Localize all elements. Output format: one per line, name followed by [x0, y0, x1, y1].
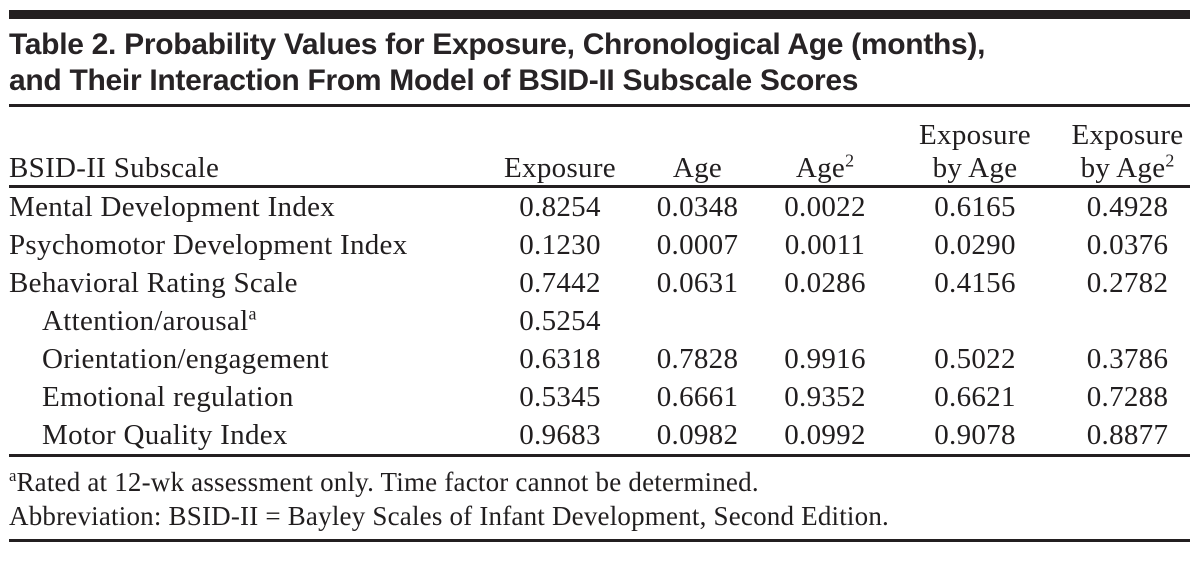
- cell-exposure: 0.8254: [519, 191, 601, 223]
- table-header: BSID-II Subscale Exposure Age Age2 Expos…: [9, 119, 1190, 188]
- header-exposure-by-age-line2: by Age: [932, 152, 1018, 184]
- cell-age-squared: 0.0011: [784, 229, 866, 261]
- row-label: Behavioral Rating Scale: [9, 264, 490, 302]
- top-thick-rule: [9, 10, 1190, 19]
- row-label-footnote-sup: a: [248, 303, 257, 324]
- table-row-psychomotor-development-index: Psychomotor Development Index 0.1230 0.0…: [9, 226, 1190, 264]
- cell-age: 0.7828: [656, 343, 739, 375]
- footnote-marker-sup: a: [9, 466, 17, 485]
- table-footnotes: aRated at 12-wk assessment only. Time fa…: [9, 465, 1190, 533]
- row-label: Motor Quality Index: [9, 416, 490, 457]
- cell-age: [630, 302, 765, 340]
- header-age-squared: Age2: [765, 119, 885, 188]
- header-age: Age: [630, 119, 765, 188]
- header-age-squared-sup: 2: [845, 150, 855, 171]
- probability-values-table: BSID-II Subscale Exposure Age Age2 Expos…: [9, 119, 1190, 457]
- cell-age: 0.6661: [656, 381, 739, 413]
- bottom-rule: [9, 539, 1190, 542]
- cell-exposure-by-age-squared: 0.4928: [1086, 191, 1169, 223]
- cell-exposure-by-age-squared: 0.7288: [1086, 381, 1169, 413]
- table-body: Mental Development Index 0.8254 0.0348 0…: [9, 187, 1190, 457]
- cell-age: 0.0007: [656, 229, 739, 261]
- cell-exposure: 0.7442: [519, 267, 601, 299]
- row-label-text: Emotional regulation: [42, 381, 294, 413]
- row-label: Emotional regulation: [9, 378, 490, 416]
- cell-age-squared: 0.0022: [784, 191, 866, 223]
- header-exposure: Exposure: [490, 119, 630, 188]
- cell-age-squared: 0.9916: [784, 343, 866, 375]
- table-title: Table 2. Probability Values for Exposure…: [9, 27, 1190, 99]
- header-exposure-by-age-squared-base: by Age: [1080, 152, 1166, 184]
- cell-exposure-by-age: 0.5022: [934, 343, 1016, 375]
- cell-age-squared: 0.0992: [765, 416, 885, 457]
- cell-exposure-by-age-squared: [1065, 302, 1190, 340]
- title-underline-rule: [9, 104, 1190, 107]
- cell-exposure: 0.9683: [490, 416, 630, 457]
- cell-exposure-by-age: 0.4156: [934, 267, 1016, 299]
- cell-age: 0.0631: [656, 267, 739, 299]
- row-label-text: Mental Development Index: [9, 191, 336, 223]
- header-row: BSID-II Subscale Exposure Age Age2 Expos…: [9, 119, 1190, 188]
- header-exposure-by-age-squared: Exposure by Age2: [1065, 119, 1190, 188]
- header-exposure-by-age: Exposure by Age: [885, 119, 1065, 188]
- row-label: Attention/arousala: [9, 302, 490, 340]
- header-exposure-by-age-squared-line2: by Age2: [1065, 150, 1190, 185]
- cell-exposure: 0.5345: [519, 381, 601, 413]
- table-title-line2: and Their Interaction From Model of BSID…: [9, 64, 859, 97]
- header-age-squared-base: Age: [795, 152, 846, 184]
- footnote-rated: aRated at 12-wk assessment only. Time fa…: [9, 465, 1190, 499]
- cell-exposure: 0.1230: [519, 229, 601, 261]
- header-exposure-by-age-line1: Exposure: [919, 119, 1031, 151]
- cell-exposure-by-age-squared: 0.8877: [1065, 416, 1190, 457]
- footnote-rated-text: Rated at 12-wk assessment only. Time fac…: [16, 467, 759, 497]
- table-row-motor-quality-index: Motor Quality Index 0.9683 0.0982 0.0992…: [9, 416, 1190, 457]
- table-row-behavioral-rating-scale: Behavioral Rating Scale 0.7442 0.0631 0.…: [9, 264, 1190, 302]
- row-label-text: Attention/arousal: [42, 305, 249, 337]
- cell-exposure-by-age-squared: 0.3786: [1086, 343, 1169, 375]
- header-exposure-by-age-squared-sup: 2: [1165, 150, 1175, 171]
- row-label-text: Motor Quality Index: [42, 419, 288, 451]
- cell-exposure: 0.6318: [519, 343, 601, 375]
- cell-exposure-by-age-squared: 0.2782: [1086, 267, 1169, 299]
- cell-age: 0.0348: [656, 191, 739, 223]
- cell-age-squared: [765, 302, 885, 340]
- table-row-orientation-engagement: Orientation/engagement 0.6318 0.7828 0.9…: [9, 340, 1190, 378]
- row-label: Psychomotor Development Index: [9, 226, 490, 264]
- cell-exposure-by-age: [885, 302, 1065, 340]
- cell-age-squared: 0.9352: [784, 381, 866, 413]
- paper-table-figure: Table 2. Probability Values for Exposure…: [0, 10, 1199, 542]
- table-row-mental-development-index: Mental Development Index 0.8254 0.0348 0…: [9, 187, 1190, 227]
- cell-exposure-by-age: 0.6621: [934, 381, 1016, 413]
- cell-exposure-by-age: 0.0290: [934, 229, 1016, 261]
- row-label: Mental Development Index: [9, 187, 490, 227]
- table-row-emotional-regulation: Emotional regulation 0.5345 0.6661 0.935…: [9, 378, 1190, 416]
- cell-exposure-by-age-squared: 0.0376: [1086, 229, 1169, 261]
- row-label-text: Behavioral Rating Scale: [9, 267, 298, 299]
- footnote-abbreviation: Abbreviation: BSID-II = Bayley Scales of…: [9, 501, 889, 531]
- header-subscale: BSID-II Subscale: [9, 119, 490, 188]
- table-row-attention-arousal: Attention/arousala 0.5254: [9, 302, 1190, 340]
- header-exposure-by-age-squared-line1: Exposure: [1071, 119, 1184, 151]
- cell-exposure-by-age: 0.9078: [885, 416, 1065, 457]
- cell-age: 0.0982: [630, 416, 765, 457]
- row-label-text: Orientation/engagement: [42, 343, 329, 375]
- cell-exposure-by-age: 0.6165: [934, 191, 1016, 223]
- row-label: Orientation/engagement: [9, 340, 490, 378]
- cell-age-squared: 0.0286: [784, 267, 866, 299]
- table-title-line1: Table 2. Probability Values for Exposure…: [9, 28, 986, 61]
- cell-exposure: 0.5254: [519, 305, 601, 337]
- row-label-text: Psychomotor Development Index: [9, 229, 408, 261]
